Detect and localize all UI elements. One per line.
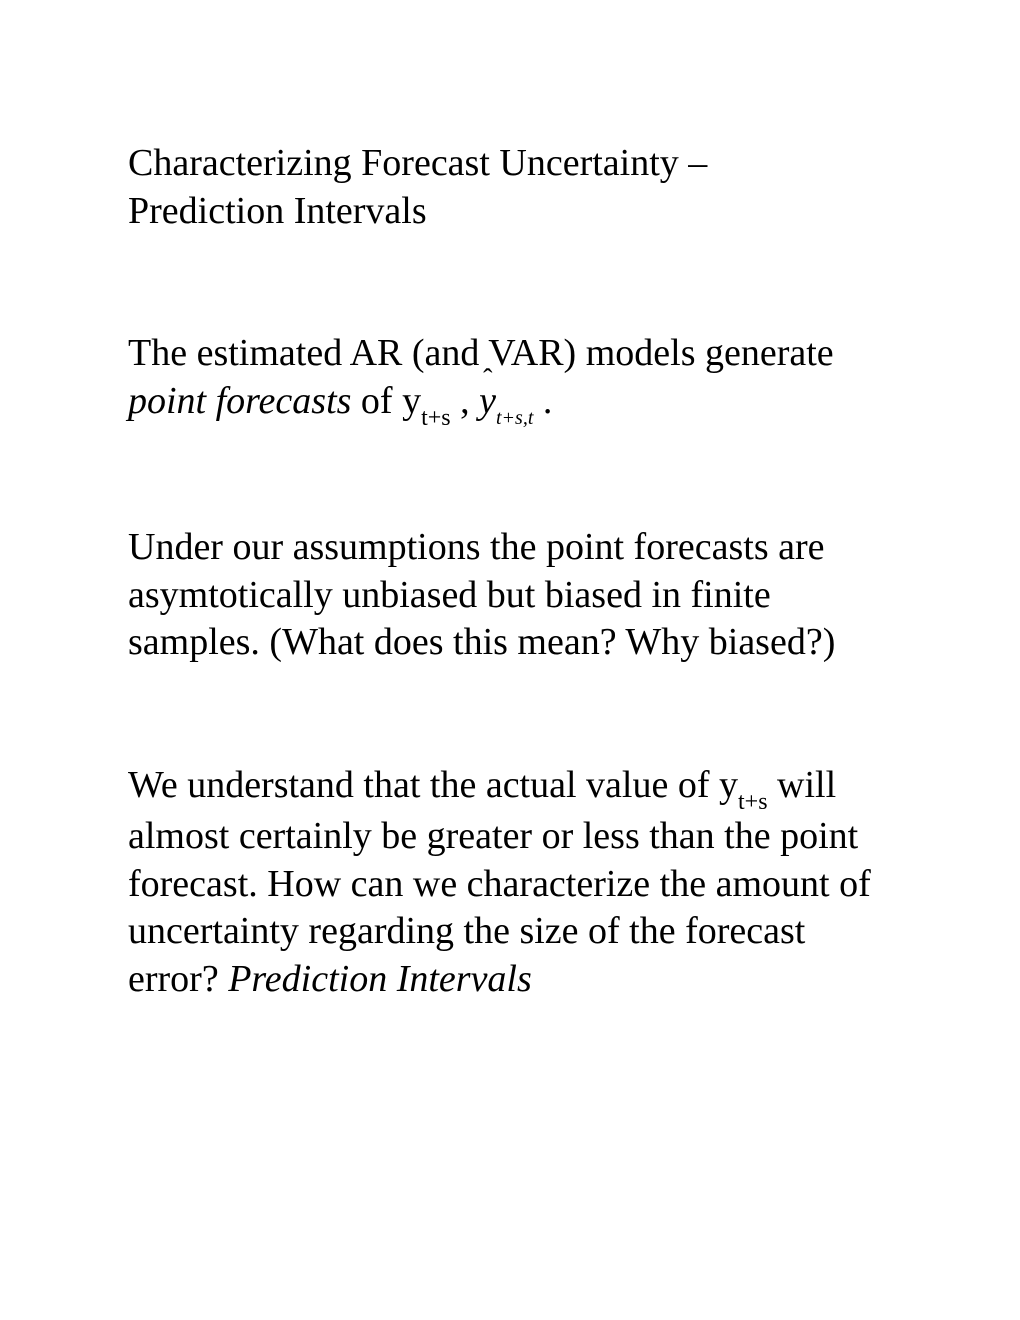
page-title: Characterizing Forecast Uncertainty – Pr… <box>128 140 892 235</box>
title-line-2: Prediction Intervals <box>128 190 427 232</box>
yhat-subscript: t+s,t <box>496 407 533 429</box>
yhat-symbol: ˆy <box>479 378 496 426</box>
hat-accent: ˆ <box>483 362 492 397</box>
para1-text-mid: of y <box>351 380 421 422</box>
para3-sub: t+s <box>738 789 768 815</box>
para3-text-pre: We understand that the actual value of y <box>128 764 738 806</box>
para1-italic: point forecasts <box>128 380 351 422</box>
para1-sub1: t+s <box>421 405 451 431</box>
para1-end: . <box>533 380 552 422</box>
paragraph-3: We understand that the actual value of y… <box>128 762 892 1004</box>
title-line-1: Characterizing Forecast Uncertainty – <box>128 142 707 184</box>
para1-text-pre: The estimated AR (and VAR) models genera… <box>128 332 834 374</box>
para2-text: Under our assumptions the point forecast… <box>128 526 835 663</box>
para1-separator: , <box>451 380 480 422</box>
para3-italic: Prediction Intervals <box>228 958 532 1000</box>
paragraph-1: The estimated AR (and VAR) models genera… <box>128 330 892 429</box>
paragraph-2: Under our assumptions the point forecast… <box>128 524 892 667</box>
